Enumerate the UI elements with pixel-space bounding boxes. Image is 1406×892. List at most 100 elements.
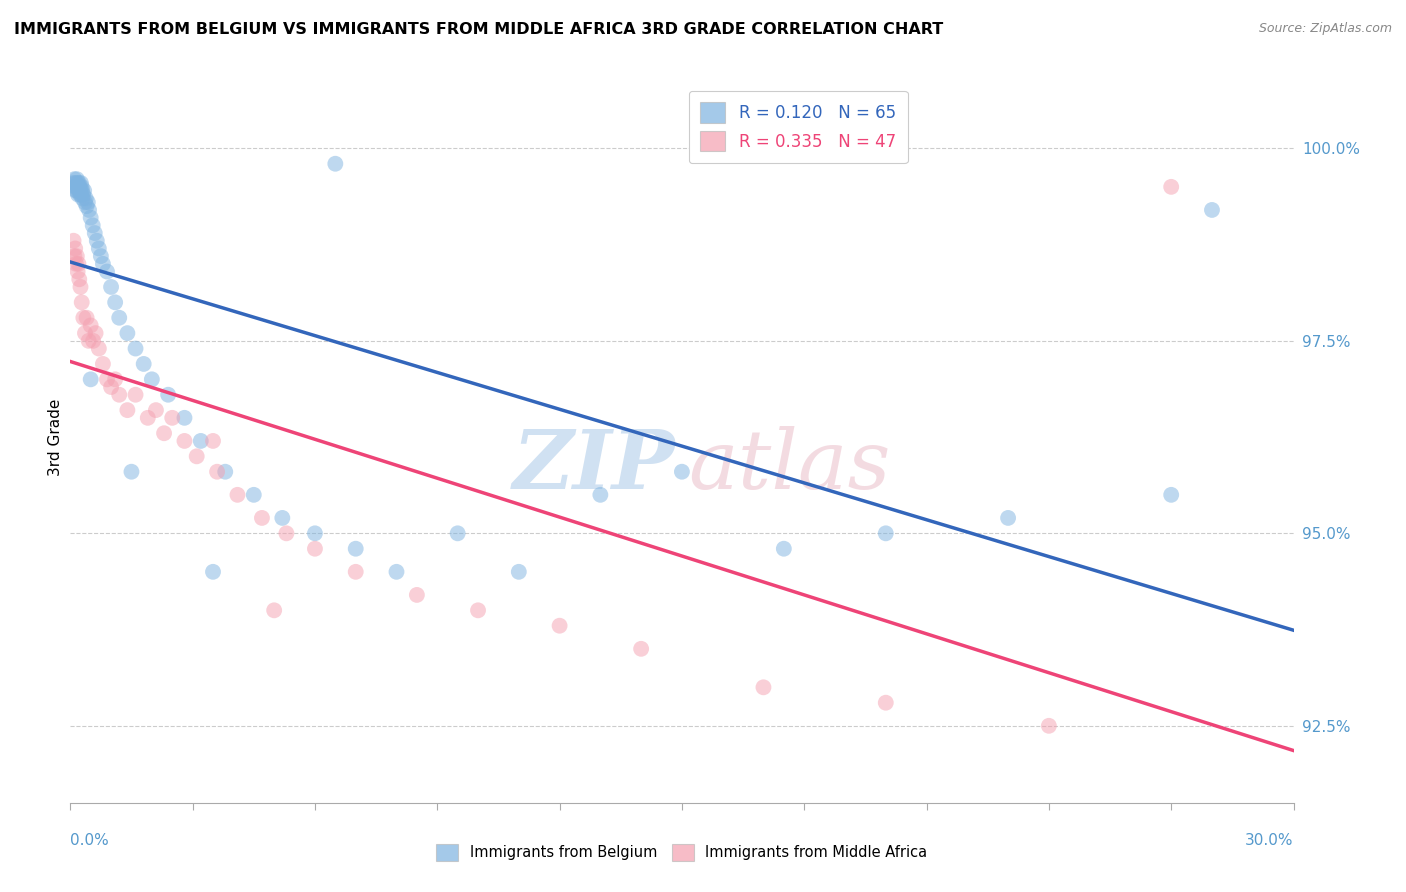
- Point: [875, 696, 897, 710]
- Point: [96, 372, 118, 386]
- Point: [67, 176, 90, 190]
- Point: [96, 264, 118, 278]
- Point: [121, 465, 143, 479]
- Text: 30.0%: 30.0%: [1246, 833, 1294, 848]
- Point: [77, 334, 100, 348]
- Point: [104, 295, 127, 310]
- Point: [65, 176, 87, 190]
- Point: [385, 565, 408, 579]
- Point: [72, 310, 94, 325]
- Point: [153, 426, 176, 441]
- Point: [344, 541, 367, 556]
- Text: atlas: atlas: [688, 426, 890, 507]
- Point: [1038, 719, 1060, 733]
- Point: [65, 184, 87, 198]
- Point: [63, 249, 86, 263]
- Point: [82, 334, 104, 348]
- Point: [100, 280, 122, 294]
- Point: [66, 172, 89, 186]
- Point: [304, 541, 326, 556]
- Point: [205, 465, 228, 479]
- Point: [323, 157, 347, 171]
- Point: [271, 511, 294, 525]
- Text: ZIP: ZIP: [513, 426, 676, 507]
- Point: [84, 326, 107, 340]
- Point: [62, 234, 84, 248]
- Point: [70, 187, 93, 202]
- Point: [997, 511, 1019, 525]
- Point: [132, 357, 155, 371]
- Point: [65, 179, 87, 194]
- Point: [66, 249, 89, 263]
- Point: [190, 434, 212, 448]
- Point: [67, 257, 90, 271]
- Point: [63, 242, 86, 256]
- Point: [76, 199, 98, 213]
- Text: IMMIGRANTS FROM BELGIUM VS IMMIGRANTS FROM MIDDLE AFRICA 3RD GRADE CORRELATION C: IMMIGRANTS FROM BELGIUM VS IMMIGRANTS FR…: [14, 22, 943, 37]
- Point: [62, 176, 84, 190]
- Point: [263, 603, 285, 617]
- Point: [117, 403, 139, 417]
- Point: [304, 526, 326, 541]
- Point: [66, 176, 89, 190]
- Point: [65, 257, 87, 271]
- Point: [447, 526, 470, 541]
- Point: [250, 511, 273, 525]
- Point: [70, 176, 93, 190]
- Point: [276, 526, 298, 541]
- Point: [173, 410, 195, 425]
- Point: [70, 184, 93, 198]
- Point: [145, 403, 167, 417]
- Point: [773, 541, 796, 556]
- Point: [671, 465, 693, 479]
- Point: [104, 372, 127, 386]
- Point: [124, 388, 146, 402]
- Point: [1160, 179, 1182, 194]
- Point: [77, 202, 100, 217]
- Point: [67, 272, 90, 286]
- Point: [214, 465, 236, 479]
- Point: [72, 187, 94, 202]
- Point: [157, 388, 180, 402]
- Point: [467, 603, 489, 617]
- Point: [67, 187, 90, 202]
- Point: [69, 280, 91, 294]
- Point: [67, 179, 90, 194]
- Point: [63, 172, 86, 186]
- Point: [100, 380, 122, 394]
- Point: [69, 179, 91, 194]
- Point: [406, 588, 429, 602]
- Point: [79, 372, 103, 386]
- Point: [70, 295, 93, 310]
- Point: [752, 681, 775, 695]
- Point: [66, 184, 89, 198]
- Point: [589, 488, 612, 502]
- Point: [243, 488, 266, 502]
- Text: 0.0%: 0.0%: [70, 833, 110, 848]
- Point: [344, 565, 367, 579]
- Point: [72, 191, 94, 205]
- Point: [173, 434, 195, 448]
- Text: Source: ZipAtlas.com: Source: ZipAtlas.com: [1258, 22, 1392, 36]
- Point: [63, 179, 86, 194]
- Point: [73, 184, 96, 198]
- Point: [69, 187, 91, 202]
- Point: [875, 526, 897, 541]
- Y-axis label: 3rd Grade: 3rd Grade: [48, 399, 63, 475]
- Point: [87, 242, 110, 256]
- Point: [90, 249, 112, 263]
- Point: [70, 179, 93, 194]
- Point: [83, 226, 105, 240]
- Point: [202, 434, 225, 448]
- Point: [79, 318, 103, 333]
- Point: [73, 195, 96, 210]
- Point: [186, 450, 208, 464]
- Point: [69, 184, 91, 198]
- Point: [136, 410, 159, 425]
- Point: [226, 488, 249, 502]
- Point: [117, 326, 139, 340]
- Point: [76, 195, 98, 210]
- Point: [1201, 202, 1223, 217]
- Point: [86, 234, 108, 248]
- Point: [66, 264, 89, 278]
